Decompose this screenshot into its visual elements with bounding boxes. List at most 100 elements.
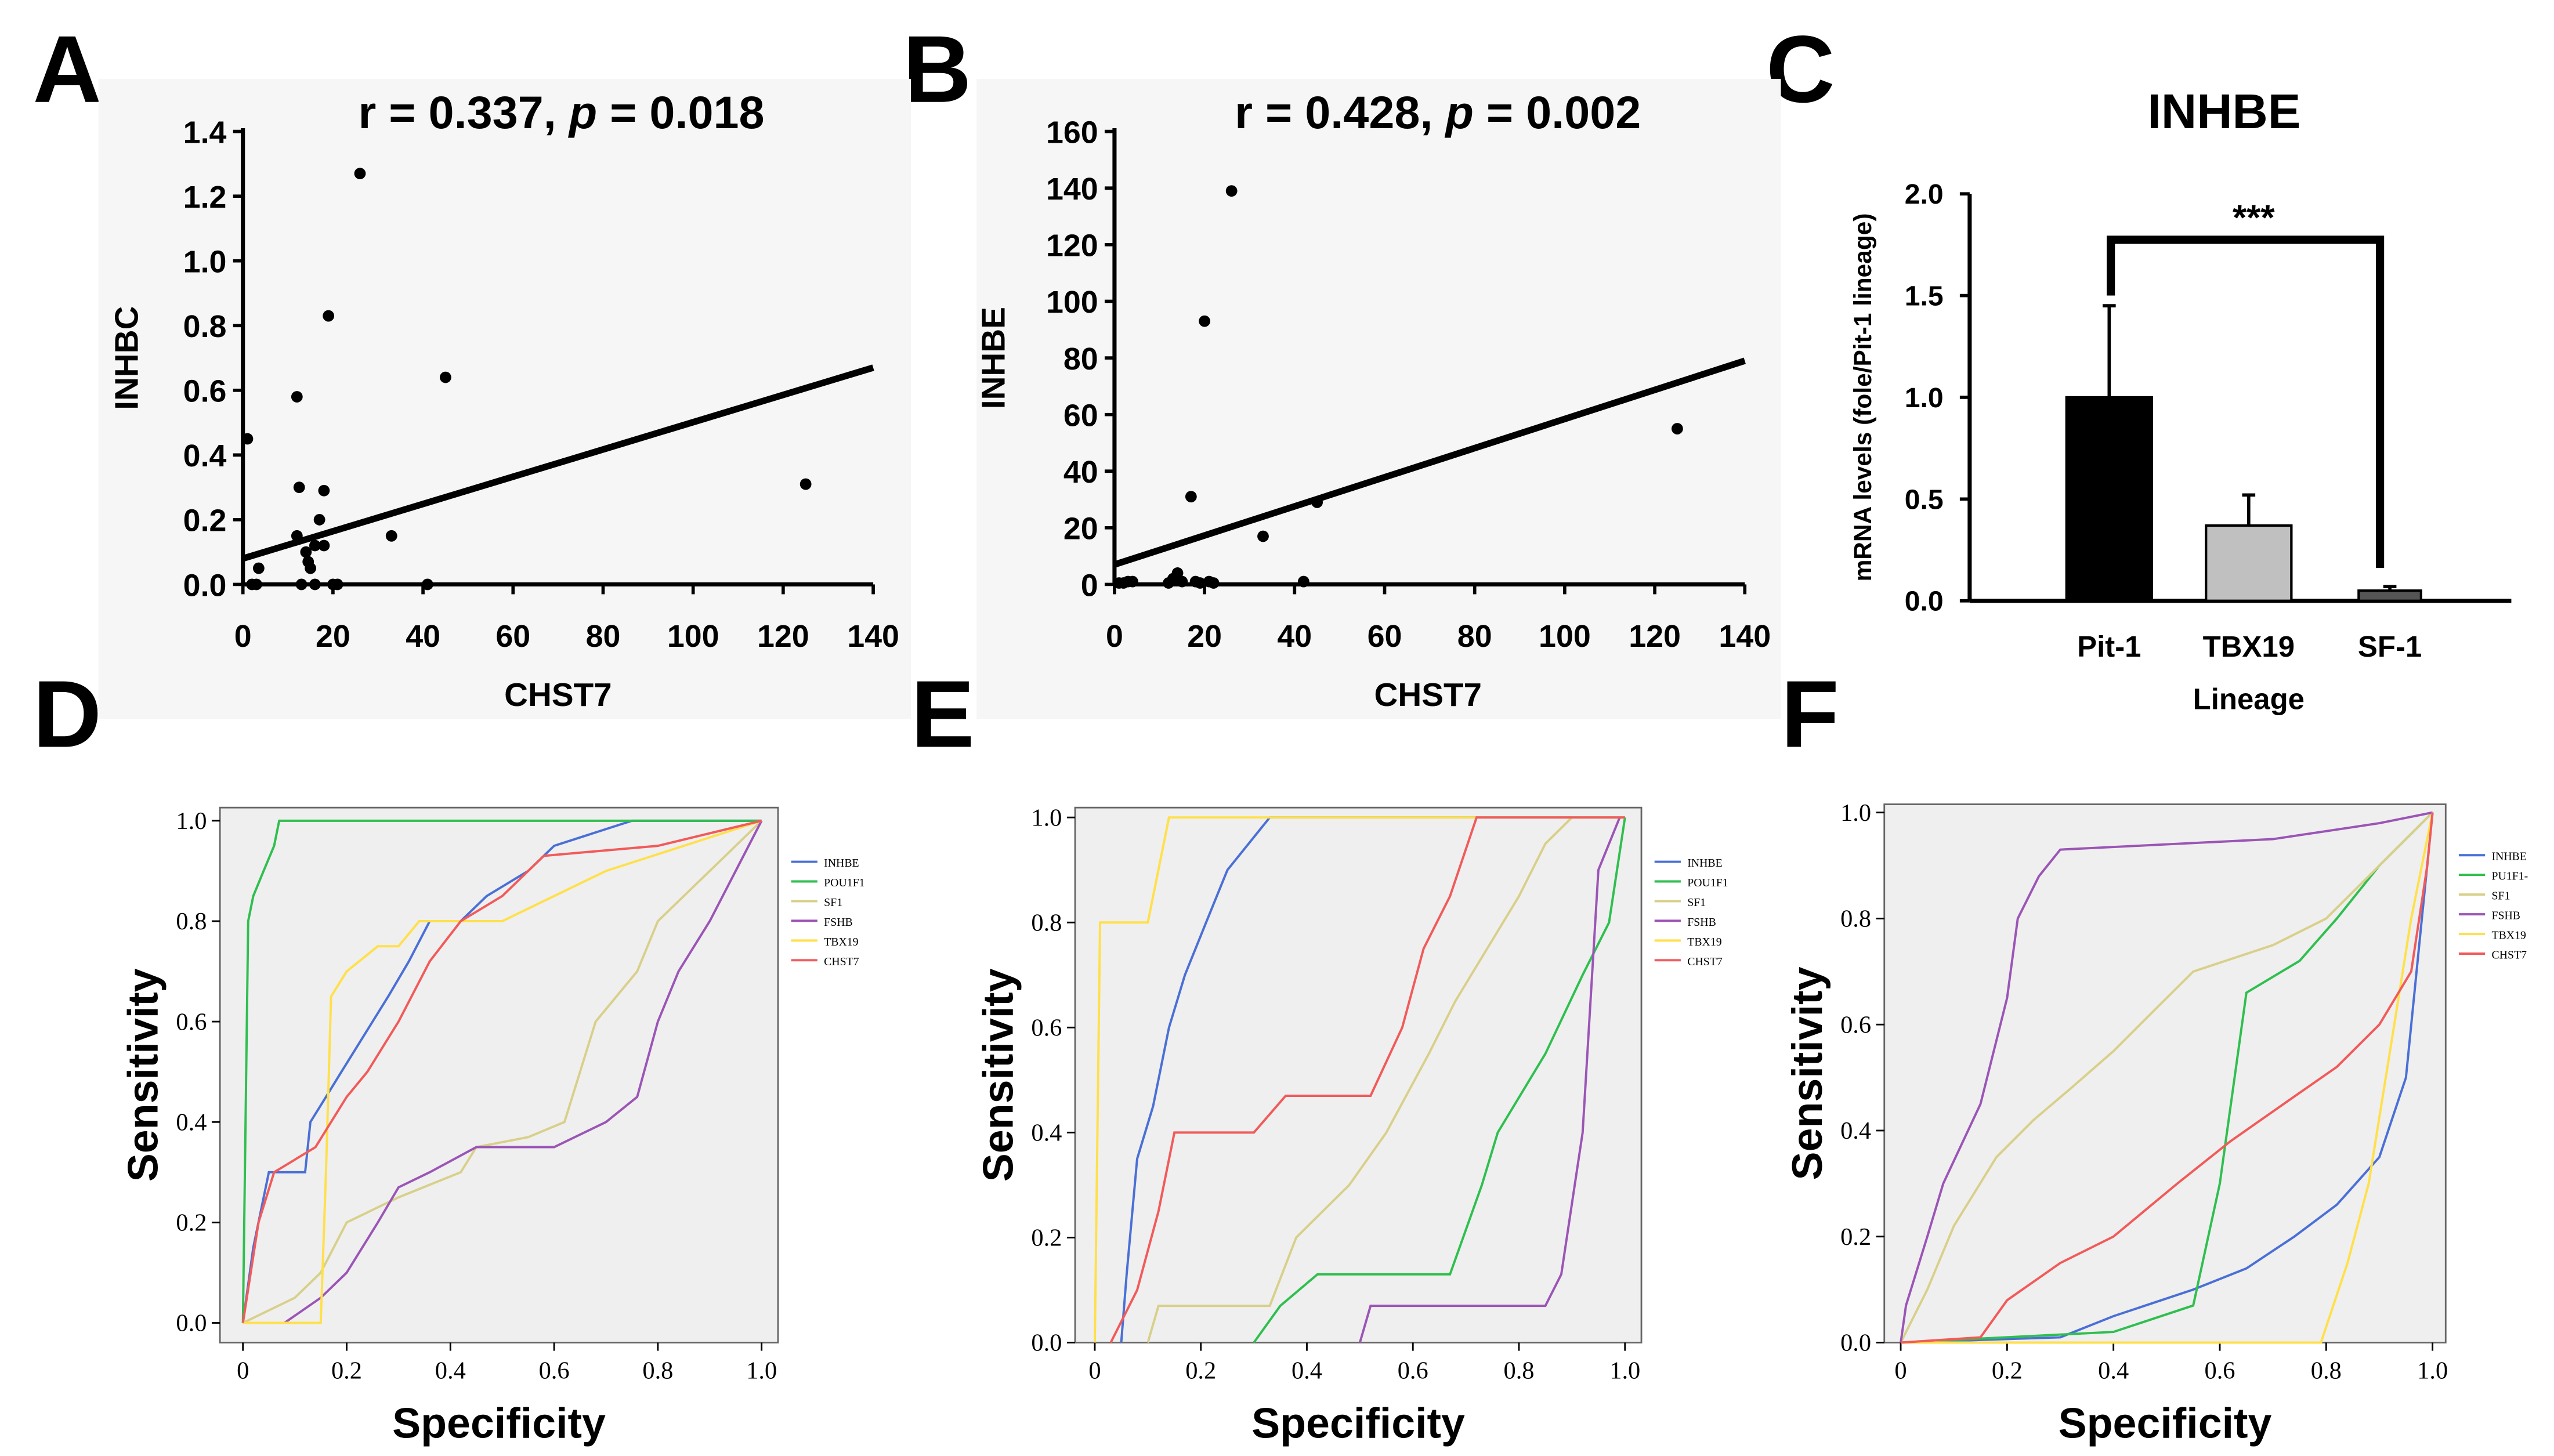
x-tick-label: 1.0 [2417,1357,2448,1385]
y-tick-label: 0.0 [183,568,227,603]
legend-label: SF1 [1687,896,1706,909]
panel-b: r = 0.428, p = 0.002 0 20 40 60 80 100 120 140 1… [975,79,1781,719]
scatter-point [331,578,343,591]
x-tick-label: 0.2 [331,1357,362,1385]
roc-curve-sf1 [1900,812,2434,1343]
y-tick-label: 100 [1046,285,1098,320]
category-label: Pit-1 [2077,630,2141,663]
x-tick-label: 0.6 [2204,1357,2235,1385]
y-tick-label: 0.6 [176,1008,207,1035]
x-tick-label: 120 [757,619,809,654]
roc-curve-chst7 [1900,812,2434,1344]
y-tick-label: 0.6 [1840,1011,1871,1038]
y-tick-label: 0.8 [176,908,207,935]
panel-c-title: INHBE [2147,84,2300,139]
panel-b-fit-line [1113,357,1746,568]
x-axis-label: Specificity [1251,1399,1465,1447]
roc-curve-tbx19 [243,819,762,1324]
x-tick-label: 80 [1457,619,1492,654]
scatter-point [1671,423,1683,434]
y-tick-label: 0.2 [1840,1223,1871,1251]
scatter-point [295,578,308,591]
roc-curve-fshb [1900,811,2433,1343]
legend-label: SF1 [2491,890,2510,903]
y-tick-label: 0.4 [176,1109,207,1136]
y-tick-label: 140 [1046,172,1098,207]
legend-label: TBX19 [824,936,858,948]
scatter-point [1225,185,1238,197]
legend-label: CHST7 [1687,955,1723,968]
panel-c-bars: Pit-1 TBX19 SF-1 [2065,304,2422,663]
y-tick-label: 0 [1081,568,1098,603]
panel-letter-a: A [33,16,102,122]
legend-label: CHST7 [2491,948,2527,961]
scatter-point [252,562,265,574]
panel-b-x-label: CHST7 [1374,676,1482,713]
scatter-point [1257,530,1269,542]
legend-label: INHBE [824,857,859,870]
panel-c: INHBE 0.0 0.5 1.0 1.5 2.0 Pit-1 TBX19 SF-1 Lin… [1849,84,2512,715]
x-tick-label: 0 [1894,1357,1907,1385]
legend-label: POU1F1 [824,877,864,889]
scatter-point [305,562,316,574]
roc-curve-pou1f1 [241,819,762,1323]
y-tick-label: 0.0 [1905,586,1944,617]
y-tick-label: 0.2 [183,504,227,538]
panel-a-x-ticks: 0 20 40 60 80 100 120 140 [234,584,899,654]
y-tick-label: 0.6 [1031,1014,1062,1041]
scatter-point [309,578,321,591]
x-tick-label: 60 [495,619,530,654]
y-tick-label: 0.2 [1031,1225,1062,1252]
x-tick-label: 0.6 [539,1357,570,1385]
x-tick-label: 140 [1719,619,1771,654]
legend-label: PU1F1- [2491,870,2528,883]
x-tick-label: 0.4 [435,1357,466,1385]
scatter-point [1207,577,1220,589]
x-tick-label: 0.4 [1292,1357,1322,1385]
panel-b-background [976,79,1781,719]
legend-label: FSHB [824,916,853,929]
category-label: SF-1 [2358,630,2422,663]
panel-c-y-ticks: 0.0 0.5 1.0 1.5 2.0 [1905,179,1970,617]
roc-curve-sf1 [1146,816,1573,1343]
roc-curve-pou1f1 [1900,812,2434,1344]
scatter-point [354,168,366,180]
y-tick-label: 1.0 [1905,382,1944,414]
x-tick-label: 140 [847,619,899,654]
x-tick-label: 100 [667,619,719,654]
y-axis-label: Sensitivity [1783,966,1831,1180]
y-tick-label: 0.6 [183,374,227,409]
y-tick-label: 40 [1063,455,1098,490]
y-tick-label: 0.0 [176,1310,207,1337]
roc-curve-tbx19 [1093,816,1625,1343]
x-tick-label: 0.6 [1398,1357,1428,1385]
scatter-point [421,578,433,591]
x-tick-label: 0 [1106,619,1123,654]
x-tick-label: 60 [1368,619,1402,654]
y-axis-label: Sensitivity [119,968,167,1182]
scatter-point [241,433,254,445]
y-tick-label: 60 [1063,398,1098,433]
panel-b-y-ticks: 0 20 40 60 80 100 120 140 160 [1046,115,1115,603]
y-tick-label: 0.5 [1905,484,1944,515]
y-tick-label: 0.8 [1840,906,1871,933]
plot-area [1074,806,1643,1343]
legend-label: SF1 [824,896,842,909]
scatter-point [293,481,305,494]
plot-area [1883,803,2447,1343]
x-tick-label: 0.4 [2098,1357,2129,1385]
panel-c-x-label: Lineage [2193,682,2305,715]
roc-curve-inhbe [1120,816,1625,1343]
x-tick-label: 0 [234,619,252,654]
y-tick-label: 1.0 [1840,799,1871,827]
legend-label: INHBE [1687,857,1722,870]
scatter-point [800,478,812,490]
x-axis-label: Specificity [2059,1399,2272,1447]
y-tick-label: 1.0 [176,807,207,835]
y-tick-label: 0.0 [1840,1330,1871,1357]
legend-label: FSHB [2491,910,2520,922]
scatter-point [1171,567,1184,579]
x-tick-label: 40 [1277,619,1312,654]
scatter-point [1194,577,1206,589]
scatter-point [300,546,312,558]
